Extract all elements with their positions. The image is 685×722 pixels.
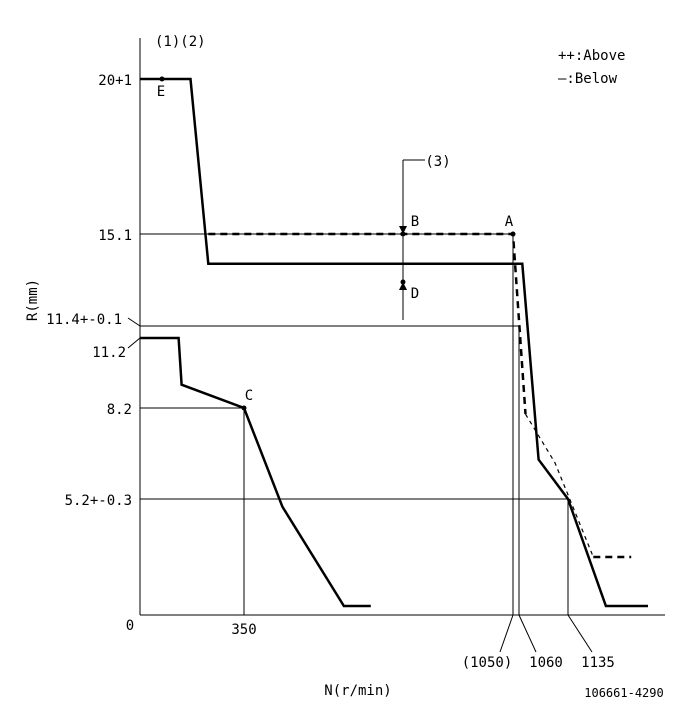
header-note: (1)(2) [155,34,206,50]
point-label-b: B [411,214,419,230]
upper-solid-curve [140,77,648,608]
legend-above: ++:Above [558,48,625,64]
y-tick-8-2: 8.2 [107,402,132,418]
y-tick-11-4: 11.4+-0.1 [46,312,122,328]
upper-dashed-curve [208,232,527,415]
point-label-a: A [505,214,514,230]
leader-1060 [518,614,537,653]
lower-solid-curve [140,336,371,608]
marker-d [400,279,406,285]
y-axis-label: R(mm) [25,279,41,321]
leader-11-4 [127,317,141,327]
arrow-b [399,226,407,234]
point-label-c: C [245,388,253,404]
y-tick-5-2: 5.2+-0.3 [65,493,132,509]
point-label-e: E [157,84,165,100]
drawing-id: 106661-4290 [584,686,663,700]
point-label-d: D [411,286,419,302]
x-tick-1060: 1060 [529,655,563,671]
marker-e [159,76,165,82]
y-tick-15-1: 15.1 [98,228,132,244]
marker-c [241,405,247,411]
marker-a [510,231,516,237]
arrow-d [399,282,407,290]
y-tick-20: 20+1 [98,73,132,89]
upper-dashed-tail [524,413,594,558]
origin-label: 0 [126,618,134,634]
x-tick-1050: (1050) [462,655,513,671]
y-tick-11-2: 11.2 [92,345,126,361]
leader-11-2 [127,337,141,349]
x-axis-label: N(r/min) [324,683,391,699]
leader-1135 [567,614,593,653]
x-tick-1135: 1135 [581,655,615,671]
leader-1050 [499,614,514,653]
x-tick-350: 350 [231,622,256,638]
annotation-3: (3) [425,154,450,170]
legend-below: —:Below [558,71,618,87]
marker-b [400,231,406,237]
